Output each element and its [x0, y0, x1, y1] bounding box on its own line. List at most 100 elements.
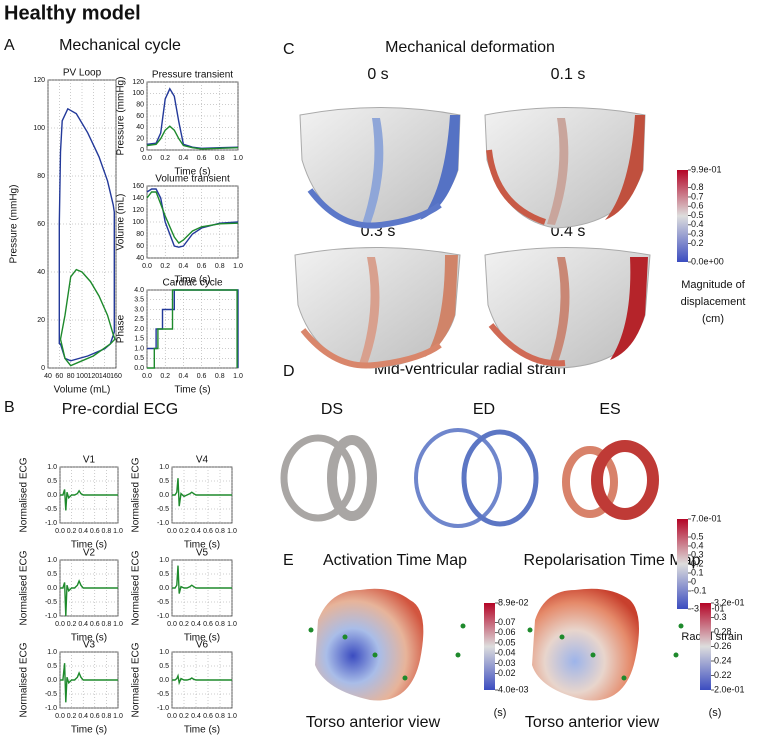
- x-tick-label: 0.4: [78, 713, 88, 720]
- y-tick-label: 140: [132, 195, 144, 202]
- x-axis-label: Time (s): [184, 633, 220, 644]
- y-tick-label: 4.0: [134, 287, 144, 294]
- heart-surface: [315, 588, 424, 701]
- colorbar-tick-label: 0.2: [691, 558, 704, 568]
- electrode: [460, 623, 466, 629]
- y-tick-label: 100: [132, 219, 144, 226]
- y-axis-label: Normalised ECG: [19, 642, 30, 717]
- x-axis-label: Time (s): [71, 633, 107, 644]
- stripe: [425, 255, 458, 357]
- x-tick-label: 0.2: [179, 528, 189, 535]
- x-tick-label: 60: [55, 373, 63, 380]
- y-tick-label: 60: [136, 243, 144, 250]
- colorbar-tick-label: 9.9e-01: [691, 164, 722, 174]
- x-tick-label: 140: [99, 373, 111, 380]
- y-tick-label: 2.0: [134, 326, 144, 333]
- y-tick-label: 100: [132, 90, 144, 97]
- x-tick-label: 0.0: [55, 713, 65, 720]
- x-tick-label: 0.8: [215, 263, 225, 270]
- x-tick-label: 0.0: [167, 528, 177, 535]
- electrode: [559, 634, 565, 640]
- panel-label: C: [283, 41, 295, 58]
- x-tick-label: 0.4: [78, 621, 88, 628]
- x-tick-label: 1.0: [227, 713, 237, 720]
- x-axis-label: Time (s): [184, 540, 220, 551]
- electrode: [678, 623, 684, 629]
- x-tick-label: 0.0: [55, 528, 65, 535]
- data-line: [146, 191, 239, 244]
- y-axis-label: Normalised ECG: [19, 457, 30, 532]
- y-tick-label: 1.0: [159, 649, 169, 656]
- x-axis-label: Volume (mL): [54, 385, 111, 396]
- colorbar-tick-label: 7.0e-01: [691, 513, 722, 523]
- colorbar-tick-label: 0.06: [498, 627, 516, 637]
- y-tick-label: 80: [136, 231, 144, 238]
- view-label: Torso anterior view: [306, 714, 441, 731]
- x-tick-label: 0.0: [142, 155, 152, 162]
- y-tick-label: 0.5: [159, 663, 169, 670]
- y-tick-label: 0: [41, 365, 45, 372]
- x-tick-label: 0.6: [203, 713, 213, 720]
- colorbar-tick-label: 0.3: [691, 228, 704, 238]
- electrode: [590, 652, 596, 658]
- stripe: [362, 118, 384, 225]
- y-tick-label: -0.5: [45, 599, 57, 606]
- stripe: [547, 118, 569, 225]
- phase-label: ED: [473, 401, 495, 418]
- y-tick-label: 40: [136, 255, 144, 262]
- data-line: [60, 579, 118, 617]
- colorbar-tick-label: 0.03: [498, 658, 516, 668]
- colorbar-tick-label: 4.0e-03: [498, 684, 529, 694]
- phase-label: ES: [599, 401, 620, 418]
- y-tick-label: 1.0: [47, 649, 57, 656]
- x-tick-label: 0.2: [160, 263, 170, 270]
- activation-map: [308, 588, 466, 701]
- render: [294, 247, 461, 369]
- stripe: [610, 257, 648, 360]
- x-tick-label: 0.8: [215, 621, 225, 628]
- x-tick-label: 0.4: [191, 621, 201, 628]
- y-tick-label: 80: [37, 173, 45, 180]
- x-tick-label: 1.0: [233, 155, 243, 162]
- y-tick-label: 1.0: [134, 345, 144, 352]
- stripe: [486, 149, 546, 225]
- y-tick-label: 1.5: [134, 336, 144, 343]
- colorbar: [484, 603, 495, 690]
- y-tick-label: -0.5: [45, 691, 57, 698]
- x-axis-label: Time (s): [174, 275, 210, 286]
- colorbar-label: Radial strain: [681, 631, 742, 643]
- x-tick-label: 160: [110, 373, 122, 380]
- x-axis-label: Time (s): [174, 385, 210, 396]
- y-tick-label: 120: [33, 77, 45, 84]
- stripe: [307, 188, 442, 229]
- x-tick-label: 0.0: [142, 263, 152, 270]
- y-tick-label: 120: [132, 79, 144, 86]
- x-tick-label: 0.6: [197, 373, 207, 380]
- x-tick-label: 0.4: [191, 713, 201, 720]
- colorbar: [677, 170, 688, 262]
- x-tick-label: 0.4: [179, 373, 189, 380]
- chart-title: Volume transient: [155, 174, 230, 185]
- ring: [591, 440, 659, 520]
- y-tick-label: 0.5: [47, 571, 57, 578]
- x-tick-label: 1.0: [227, 621, 237, 628]
- data-line: [172, 478, 232, 507]
- x-tick-label: 0.4: [179, 263, 189, 270]
- y-axis-label: Pressure (mmHg): [116, 77, 127, 156]
- x-tick-label: 0.8: [215, 528, 225, 535]
- x-tick-label: 0.2: [179, 621, 189, 628]
- colorbar-tick-label: 0.04: [498, 648, 516, 658]
- x-tick-label: 40: [44, 373, 52, 380]
- render: [484, 107, 646, 229]
- x-tick-label: 0.2: [160, 373, 170, 380]
- y-tick-label: -0.5: [45, 506, 57, 513]
- y-tick-label: 120: [132, 207, 144, 214]
- y-tick-label: 0.5: [47, 478, 57, 485]
- colorbar-tick-label: 0.05: [498, 637, 516, 647]
- electrode: [621, 675, 627, 681]
- y-tick-label: 0.0: [159, 585, 169, 592]
- colorbar-tick-label: 2.0e-01: [714, 684, 745, 694]
- electrode: [372, 652, 378, 658]
- data-line: [59, 268, 116, 367]
- ring: [414, 428, 502, 528]
